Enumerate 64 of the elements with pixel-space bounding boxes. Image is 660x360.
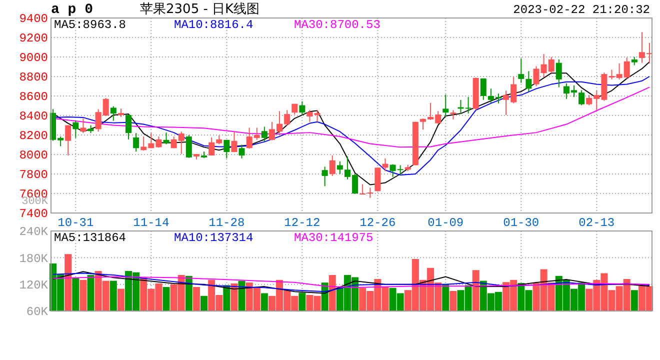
text: MA30:8700.53 bbox=[294, 18, 380, 32]
candlestick bbox=[299, 100, 306, 116]
candlestick bbox=[360, 184, 366, 195]
candlestick bbox=[374, 167, 381, 192]
candlestick bbox=[367, 187, 374, 198]
candlestick bbox=[186, 134, 192, 158]
y-tick-label: 8800 bbox=[19, 70, 48, 85]
y-tick-label: 60K bbox=[26, 305, 49, 320]
chart-title: 苹果2305 - 日K线图 bbox=[140, 2, 260, 17]
candlestick bbox=[224, 139, 230, 159]
candlestick bbox=[336, 160, 343, 174]
text: 300K bbox=[22, 196, 48, 208]
annotation: a p 0 bbox=[51, 2, 94, 18]
y-tick-label: 7400 bbox=[19, 207, 48, 222]
candlestick bbox=[526, 70, 532, 92]
chart-subtitle: 2023-02-22 21:20:32 bbox=[513, 3, 650, 17]
x-tick-label: 02-13 bbox=[578, 216, 615, 230]
candlestick bbox=[231, 131, 238, 153]
candlestick bbox=[480, 78, 486, 100]
x-tick-label: 12-26 bbox=[360, 216, 396, 230]
candlestick bbox=[238, 144, 245, 159]
candlestick bbox=[110, 106, 116, 122]
candlestick bbox=[329, 154, 336, 176]
line-series bbox=[52, 276, 650, 288]
y-tick-label: 9000 bbox=[19, 51, 48, 66]
candlestick bbox=[261, 126, 268, 142]
candlestick bbox=[533, 66, 540, 87]
y-tick-label: 120K bbox=[19, 278, 49, 293]
text: MA10:137314 bbox=[174, 231, 254, 245]
text: MA30:141975 bbox=[294, 231, 374, 245]
candlestick bbox=[578, 90, 585, 106]
y-tick-label: 7800 bbox=[19, 168, 48, 182]
text: MA10:8816.4 bbox=[174, 18, 254, 32]
y-tick-label: 8600 bbox=[19, 90, 48, 104]
candlestick bbox=[314, 110, 320, 122]
y-tick-label: 9400 bbox=[19, 12, 48, 26]
candlestick bbox=[133, 132, 140, 152]
candlestick bbox=[126, 114, 132, 140]
y-tick-label: 9200 bbox=[19, 32, 48, 46]
x-tick-label: 01-30 bbox=[503, 216, 540, 230]
candlestick bbox=[465, 96, 472, 114]
candlestick bbox=[80, 118, 86, 134]
y-tick-label: 180K bbox=[19, 252, 49, 266]
candlestick bbox=[322, 166, 328, 187]
candlestick bbox=[306, 110, 313, 122]
candlestick bbox=[518, 58, 524, 84]
text: MA5:8963.8 bbox=[54, 18, 126, 32]
y-tick-label: 8200 bbox=[19, 129, 48, 144]
text: MA5:131864 bbox=[54, 231, 126, 245]
candlestick bbox=[442, 94, 449, 117]
y-tick-label: 8000 bbox=[19, 148, 48, 163]
x-tick-label: 11-28 bbox=[208, 216, 245, 230]
candlestick bbox=[163, 132, 170, 145]
y-tick-label: 240K bbox=[19, 225, 49, 240]
y-tick-label: 8400 bbox=[19, 110, 48, 124]
x-tick-label: 01-09 bbox=[428, 216, 464, 230]
candlestick bbox=[65, 124, 72, 156]
candlestick bbox=[458, 99, 464, 115]
candlestick bbox=[556, 58, 562, 88]
candlestick bbox=[72, 120, 79, 138]
candlestick bbox=[450, 110, 456, 120]
x-tick-label: 10-31 bbox=[58, 216, 94, 230]
x-tick-label: 12-12 bbox=[284, 216, 320, 230]
x-tick-label: 11-14 bbox=[133, 216, 170, 230]
